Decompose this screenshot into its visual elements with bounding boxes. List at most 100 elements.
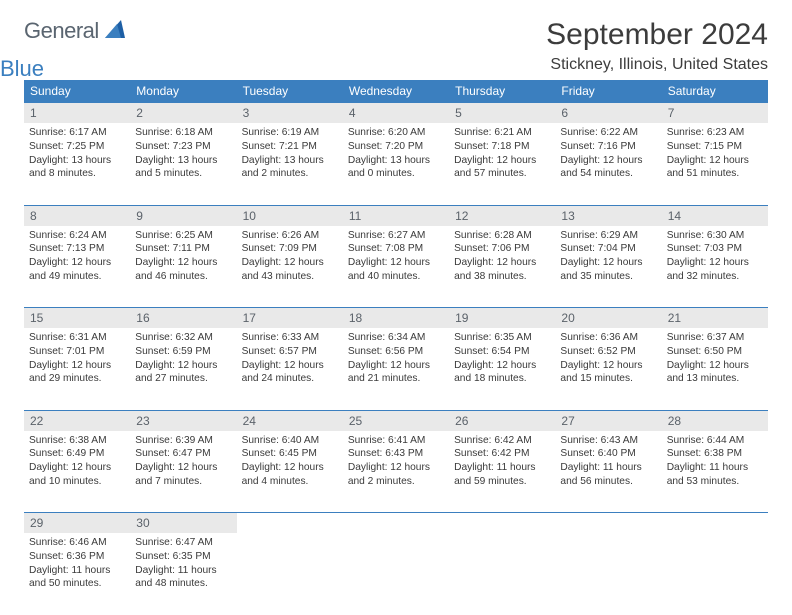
day-d2: and 0 minutes. xyxy=(348,167,444,181)
day-ss: Sunset: 6:45 PM xyxy=(242,447,338,461)
day-d1: Daylight: 11 hours xyxy=(560,461,656,475)
day-cell: Sunrise: 6:23 AMSunset: 7:15 PMDaylight:… xyxy=(662,123,768,205)
day-d1: Daylight: 12 hours xyxy=(348,461,444,475)
day-d2: and 51 minutes. xyxy=(667,167,763,181)
day-d1: Daylight: 12 hours xyxy=(454,154,550,168)
day-number: 12 xyxy=(449,205,555,226)
day-sr: Sunrise: 6:39 AM xyxy=(135,434,231,448)
calendar-body: 1234567 Sunrise: 6:17 AMSunset: 7:25 PM Da… xyxy=(24,103,768,615)
day-d1: Daylight: 12 hours xyxy=(667,256,763,270)
day-ss: Sunset: 6:54 PM xyxy=(454,345,550,359)
day-cell: Sunrise: 6:31 AMSunset: 7:01 PMDaylight:… xyxy=(24,328,130,410)
day-d1: Daylight: 12 hours xyxy=(560,359,656,373)
day-sr: Sunrise: 6:30 AM xyxy=(667,229,763,243)
day-d2: and 5 minutes. xyxy=(135,167,231,181)
day-d1: Daylight: 12 hours xyxy=(667,154,763,168)
day-number: 10 xyxy=(237,205,343,226)
day-ss: Sunset: 7:20 PM xyxy=(348,140,444,154)
day-number: 30 xyxy=(130,513,236,534)
location-text: Stickney, Illinois, United States xyxy=(546,56,768,74)
day-d2: and 59 minutes. xyxy=(454,475,550,489)
info-row: Sunrise: 6:17 AMSunset: 7:25 PM Daylight:… xyxy=(24,123,768,205)
day-sr: Sunrise: 6:28 AM xyxy=(454,229,550,243)
day-number xyxy=(555,513,661,534)
day-d1: Daylight: 12 hours xyxy=(560,154,656,168)
day-sr: Sunrise: 6:40 AM xyxy=(242,434,338,448)
daynum-row: 2930 xyxy=(24,513,768,534)
day-cell xyxy=(343,533,449,615)
day-cell: Sunrise: 6:42 AMSunset: 6:42 PMDaylight:… xyxy=(449,431,555,513)
day-number: 23 xyxy=(130,410,236,431)
day-sr: Sunrise: 6:17 AM xyxy=(29,126,125,140)
day-number: 22 xyxy=(24,410,130,431)
day-number: 17 xyxy=(237,308,343,329)
day-number: 1 xyxy=(24,103,130,123)
day-cell: Sunrise: 6:28 AMSunset: 7:06 PMDaylight:… xyxy=(449,226,555,308)
title-block: September 2024 Stickney, Illinois, Unite… xyxy=(546,18,768,74)
day-number: 26 xyxy=(449,410,555,431)
day-cell: Sunrise: 6:44 AMSunset: 6:38 PMDaylight:… xyxy=(662,431,768,513)
day-ss: Sunset: 6:57 PM xyxy=(242,345,338,359)
day-number: 20 xyxy=(555,308,661,329)
day-sr: Sunrise: 6:35 AM xyxy=(454,331,550,345)
day-ss: Sunset: 6:38 PM xyxy=(667,447,763,461)
day-sr: Sunrise: 6:24 AM xyxy=(29,229,125,243)
logo-blue-text: Blue xyxy=(0,56,44,81)
day-sr: Sunrise: 6:20 AM xyxy=(348,126,444,140)
day-ss: Sunset: 6:35 PM xyxy=(135,550,231,564)
info-row: Sunrise: 6:46 AMSunset: 6:36 PMDaylight:… xyxy=(24,533,768,615)
info-row: Sunrise: 6:31 AMSunset: 7:01 PMDaylight:… xyxy=(24,328,768,410)
dow-thursday: Thursday xyxy=(449,80,555,103)
day-number: 7 xyxy=(662,103,768,123)
info-row: Sunrise: 6:24 AMSunset: 7:13 PMDaylight:… xyxy=(24,226,768,308)
day-sr: Sunrise: 6:37 AM xyxy=(667,331,763,345)
day-cell: Sunrise: 6:34 AMSunset: 6:56 PMDaylight:… xyxy=(343,328,449,410)
day-d2: and 50 minutes. xyxy=(29,577,125,591)
day-d2: and 15 minutes. xyxy=(560,372,656,386)
day-ss: Sunset: 6:47 PM xyxy=(135,447,231,461)
day-ss: Sunset: 6:42 PM xyxy=(454,447,550,461)
dow-sunday: Sunday xyxy=(24,80,130,103)
day-number: 13 xyxy=(555,205,661,226)
day-ss: Sunset: 6:50 PM xyxy=(667,345,763,359)
day-number: 18 xyxy=(343,308,449,329)
day-d1: Daylight: 12 hours xyxy=(454,256,550,270)
day-number: 9 xyxy=(130,205,236,226)
day-sr: Sunrise: 6:33 AM xyxy=(242,331,338,345)
day-d1: Daylight: 12 hours xyxy=(348,359,444,373)
month-title: September 2024 xyxy=(546,18,768,52)
day-sr: Sunrise: 6:29 AM xyxy=(560,229,656,243)
day-d2: and 21 minutes. xyxy=(348,372,444,386)
day-ss: Sunset: 6:59 PM xyxy=(135,345,231,359)
day-d2: and 38 minutes. xyxy=(454,270,550,284)
day-d1: Daylight: 12 hours xyxy=(135,461,231,475)
day-ss: Sunset: 7:25 PM xyxy=(29,140,125,154)
day-d1: Daylight: 12 hours xyxy=(454,359,550,373)
day-cell: Sunrise: 6:17 AMSunset: 7:25 PMDaylight:… xyxy=(24,123,130,205)
day-cell: Sunrise: 6:30 AMSunset: 7:03 PMDaylight:… xyxy=(662,226,768,308)
day-cell: Sunrise: 6:33 AMSunset: 6:57 PMDaylight:… xyxy=(237,328,343,410)
day-cell: Sunrise: 6:21 AMSunset: 7:18 PMDaylight:… xyxy=(449,123,555,205)
day-number xyxy=(343,513,449,534)
day-d2: and 43 minutes. xyxy=(242,270,338,284)
day-cell: Sunrise: 6:39 AMSunset: 6:47 PMDaylight:… xyxy=(130,431,236,513)
day-d1: Daylight: 12 hours xyxy=(242,256,338,270)
header: General Blue September 2024 Stickney, Il… xyxy=(24,18,768,74)
day-sr: Sunrise: 6:26 AM xyxy=(242,229,338,243)
day-number: 6 xyxy=(555,103,661,123)
day-number: 2 xyxy=(130,103,236,123)
day-d1: Daylight: 12 hours xyxy=(667,359,763,373)
day-ss: Sunset: 7:16 PM xyxy=(560,140,656,154)
day-d1: Daylight: 12 hours xyxy=(560,256,656,270)
day-d1: Daylight: 13 hours xyxy=(348,154,444,168)
day-number: 14 xyxy=(662,205,768,226)
day-ss: Sunset: 6:40 PM xyxy=(560,447,656,461)
daynum-row: 1234567 xyxy=(24,103,768,123)
day-ss: Sunset: 7:21 PM xyxy=(242,140,338,154)
day-d2: and 2 minutes. xyxy=(242,167,338,181)
day-d2: and 40 minutes. xyxy=(348,270,444,284)
day-number: 4 xyxy=(343,103,449,123)
day-d2: and 53 minutes. xyxy=(667,475,763,489)
day-cell: Sunrise: 6:46 AMSunset: 6:36 PMDaylight:… xyxy=(24,533,130,615)
dow-row: Sunday Monday Tuesday Wednesday Thursday… xyxy=(24,80,768,103)
